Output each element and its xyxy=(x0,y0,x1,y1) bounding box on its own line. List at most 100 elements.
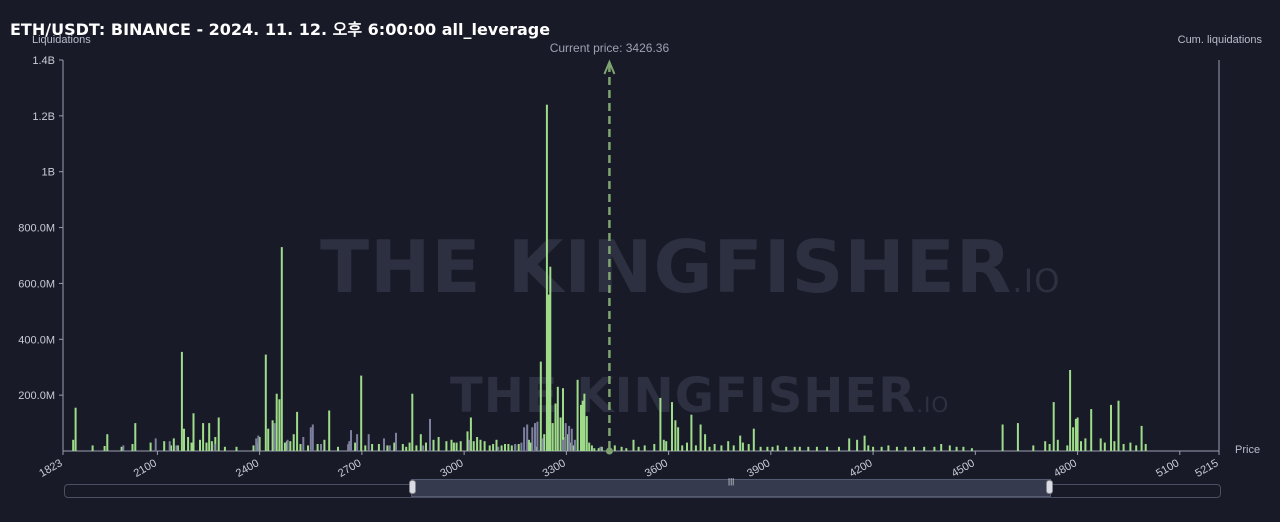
liquidation-bar xyxy=(187,437,190,451)
liquidation-bar xyxy=(1044,441,1047,451)
liquidation-bar xyxy=(1056,439,1059,451)
liquidation-bar-short xyxy=(383,438,385,451)
liquidation-bar-short xyxy=(573,439,576,451)
liquidation-bar xyxy=(307,445,309,451)
liquidation-bar xyxy=(659,397,662,451)
liquidation-bar xyxy=(235,446,238,451)
liquidation-bar xyxy=(1084,438,1087,451)
current-price-dot xyxy=(605,447,613,455)
liquidation-bar xyxy=(267,428,270,451)
liquidation-bar xyxy=(205,442,208,451)
liquidation-bar-short xyxy=(286,439,289,451)
liquidation-bar xyxy=(933,446,936,451)
liquidation-bar xyxy=(208,423,211,451)
x-tick-label: 4800 xyxy=(1052,457,1079,480)
range-grip-icon[interactable]: ||| xyxy=(728,477,735,486)
liquidation-bar xyxy=(677,427,680,451)
liquidation-bar xyxy=(593,448,596,451)
range-right-handle[interactable] xyxy=(1046,480,1053,494)
liquidation-bar-short xyxy=(523,427,526,451)
liquidation-bar xyxy=(91,445,94,451)
chart-bars xyxy=(72,104,1147,451)
liquidation-bar xyxy=(588,442,591,451)
liquidation-bar-short xyxy=(422,445,425,451)
liquidation-bar-short xyxy=(122,445,125,451)
liquidation-bar xyxy=(149,442,152,451)
liquidation-bar xyxy=(1076,417,1079,451)
liquidation-bar xyxy=(170,445,172,451)
liquidation-bar xyxy=(364,445,367,451)
liquidation-bar xyxy=(1074,418,1077,451)
liquidation-bar xyxy=(681,445,684,451)
liquidation-bar xyxy=(895,446,898,451)
range-scrollbar[interactable]: ||| xyxy=(64,477,1221,498)
liquidation-bar xyxy=(576,379,579,451)
liquidation-bar xyxy=(190,442,193,451)
liquidation-bar xyxy=(1001,424,1004,451)
x-tick-label: 1823 xyxy=(37,457,64,480)
liquidation-bar xyxy=(962,446,965,451)
liquidation-bar xyxy=(653,444,656,451)
x-tick-label: 4500 xyxy=(950,457,977,480)
liquidation-bar xyxy=(798,446,801,451)
liquidation-bar xyxy=(815,446,818,451)
liquidation-bar-short xyxy=(536,421,539,451)
range-selection[interactable]: ||| xyxy=(409,477,1053,497)
liquidation-bar-short xyxy=(350,430,352,451)
y-tick-label: 600.0M xyxy=(18,278,55,290)
y-tick-label: 200.0M xyxy=(18,390,55,402)
liquidation-bar xyxy=(217,417,220,451)
liquidation-bar xyxy=(793,446,796,451)
liquidation-bar xyxy=(923,446,926,451)
liquidation-bar xyxy=(507,444,510,451)
liquidation-bar xyxy=(1048,444,1051,451)
liquidation-bar-short xyxy=(562,439,564,451)
liquidation-bar-short xyxy=(175,445,178,451)
liquidation-bar xyxy=(264,354,267,451)
liquidation-bar xyxy=(360,375,363,451)
liquidation-bar xyxy=(727,441,730,451)
liquidation-bar xyxy=(103,446,106,451)
x-tick-label: 2700 xyxy=(336,457,363,480)
liquidation-bar xyxy=(704,434,707,451)
liquidation-bar xyxy=(316,444,319,451)
liquidation-bar xyxy=(192,413,195,451)
liquidation-bar xyxy=(838,446,840,451)
liquidation-bar xyxy=(1052,402,1055,451)
x-tick-label: 4200 xyxy=(847,457,874,480)
current-price-label: Current price: 3426.36 xyxy=(550,41,670,55)
liquidation-bar xyxy=(483,441,486,451)
liquidation-bar xyxy=(328,410,331,451)
liquidation-bar-short xyxy=(534,423,536,451)
liquidation-bar-short xyxy=(213,444,216,451)
liquidation-bar xyxy=(1016,423,1019,451)
liquidation-bar xyxy=(848,438,851,451)
liquidation-bar xyxy=(1069,370,1072,451)
liquidation-bar-short xyxy=(568,425,571,451)
liquidation-bar xyxy=(271,420,274,451)
liquidation-bar xyxy=(1144,444,1147,451)
liquidation-bar xyxy=(419,434,422,451)
liquidation-bar-short xyxy=(356,434,359,451)
liquidation-bar xyxy=(556,386,559,451)
x-tick-label: 5100 xyxy=(1154,457,1181,480)
liquidation-bar xyxy=(527,439,530,451)
liquidation-bar-short xyxy=(599,446,602,451)
liquidation-bar xyxy=(545,104,548,451)
liquidation-bar xyxy=(495,439,498,451)
liquidation-bar xyxy=(401,444,404,451)
x-tick-label: 2400 xyxy=(234,457,261,480)
liquidation-bar-short xyxy=(255,438,258,451)
liquidation-bar-short xyxy=(273,423,276,451)
liquidation-bar xyxy=(1032,445,1035,451)
liquidation-bar xyxy=(1129,442,1132,451)
liquidation-bar xyxy=(180,351,183,451)
liquidation-bar xyxy=(562,388,564,451)
range-left-handle[interactable] xyxy=(409,480,416,494)
liquidation-bar xyxy=(826,446,829,451)
y-tick-label: 800.0M xyxy=(18,223,55,235)
liquidation-bar xyxy=(472,441,475,451)
liquidation-bar xyxy=(547,294,550,451)
x-tick-label: 3300 xyxy=(541,457,568,480)
liquidation-bar xyxy=(210,441,213,451)
